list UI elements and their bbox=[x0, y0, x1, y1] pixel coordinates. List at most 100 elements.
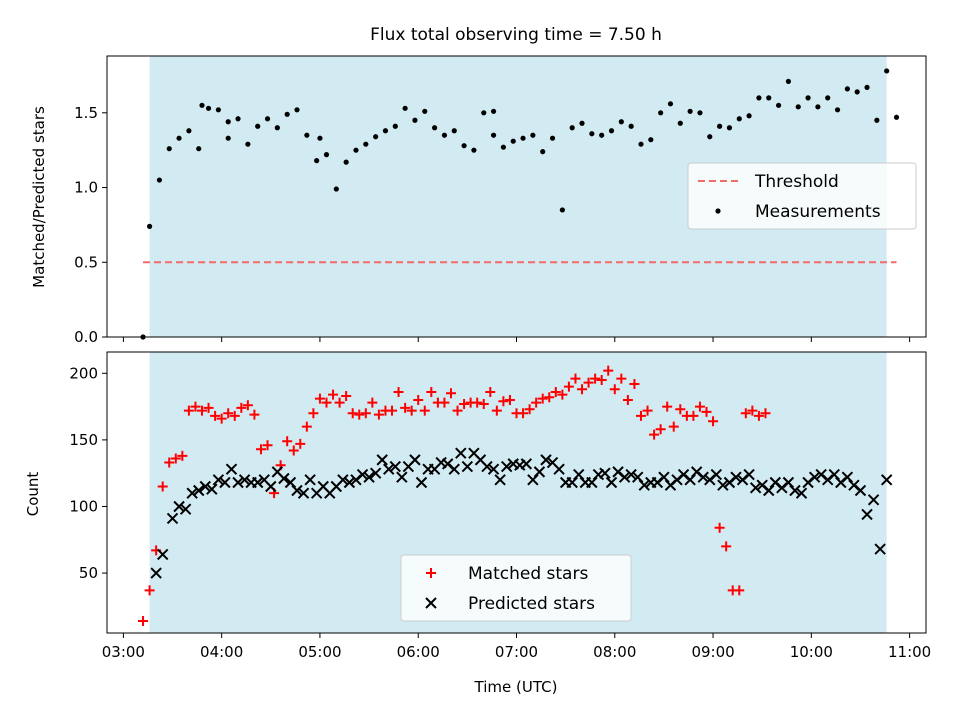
top-series-measurements-point bbox=[225, 119, 231, 125]
bottom-series-matched-stars-point bbox=[419, 405, 430, 416]
bottom-series-predicted-stars-point bbox=[573, 468, 585, 481]
bottom-series-predicted-stars-point bbox=[599, 467, 611, 479]
top-series-measurements-point bbox=[196, 146, 202, 152]
bottom-series-predicted-stars-point bbox=[481, 460, 493, 473]
bottom-series-predicted-stars-point bbox=[697, 471, 709, 483]
legend-measurements-swatch bbox=[715, 208, 721, 214]
bottom-series-matched-stars-point bbox=[229, 410, 240, 421]
top-series-measurements-point bbox=[569, 125, 575, 131]
bottom-series-predicted-stars-point bbox=[605, 476, 618, 489]
bottom-series-predicted-stars-point bbox=[356, 468, 369, 481]
bottom-series-matched-stars-point bbox=[485, 386, 496, 397]
bottom-series-predicted-stars-point bbox=[265, 480, 277, 493]
bottom-panel: 50 100 150 200 03:00 04:00 05:00 06:00 07:00 08:0… bbox=[69, 351, 931, 661]
bottom-series-matched-stars-point bbox=[609, 384, 620, 395]
bottom-series-matched-stars-point bbox=[413, 394, 424, 405]
bottom-series-matched-stars-point bbox=[262, 440, 273, 451]
top-series-measurements-point bbox=[343, 159, 349, 165]
bottom-series-predicted-stars-point bbox=[763, 484, 775, 497]
bottom-series-matched-stars-point bbox=[753, 410, 764, 421]
top-series-measurements-point bbox=[373, 134, 379, 140]
top-series-measurements-point bbox=[834, 107, 841, 113]
x-tick-label: 03:00 bbox=[102, 643, 145, 661]
top-series-measurements-point bbox=[461, 143, 467, 149]
bottom-series-predicted-stars-point bbox=[749, 482, 762, 494]
bottom-series-matched-stars-point bbox=[255, 444, 266, 455]
bottom-y-tick-label: 150 bbox=[69, 431, 98, 449]
bottom-series-matched-stars-point bbox=[498, 396, 509, 407]
top-series-measurements-point bbox=[638, 141, 644, 147]
top-series-measurements-point bbox=[353, 147, 359, 153]
bottom-series-predicted-stars-point bbox=[212, 474, 225, 486]
bottom-series-matched-stars-point bbox=[478, 398, 489, 409]
legend-threshold-label: Threshold bbox=[754, 172, 839, 192]
bottom-series-predicted-stars-point bbox=[166, 512, 179, 525]
bottom-series-matched-stars-point bbox=[708, 416, 719, 427]
bottom-series-predicted-stars-point bbox=[566, 476, 578, 489]
bottom-series-predicted-stars-point bbox=[638, 479, 650, 491]
bottom-series-matched-stars-point bbox=[144, 585, 155, 596]
bottom-series-matched-stars-point bbox=[387, 405, 398, 416]
bottom-series-matched-stars-point bbox=[734, 585, 745, 596]
bottom-series-matched-stars-point bbox=[373, 409, 384, 420]
bottom-series-matched-stars-point bbox=[642, 405, 653, 416]
top-axes-frame bbox=[106, 55, 927, 338]
bottom-series-matched-stars-point bbox=[635, 410, 646, 421]
bottom-series-matched-stars-point bbox=[426, 386, 437, 397]
top-series-measurements-point bbox=[215, 107, 221, 113]
top-y-tick-label: 0.0 bbox=[74, 328, 98, 346]
bottom-series-predicted-stars-point bbox=[527, 474, 539, 486]
top-series-measurements-point bbox=[176, 135, 182, 141]
bottom-series-matched-stars-point bbox=[308, 408, 319, 419]
top-series-measurements-point bbox=[854, 89, 860, 95]
bottom-series-predicted-stars-point bbox=[448, 463, 460, 475]
top-series-measurements-point bbox=[815, 104, 821, 110]
top-series-measurements-point bbox=[199, 102, 205, 108]
top-series-measurements-point bbox=[726, 125, 733, 131]
bottom-series-matched-stars-point bbox=[524, 404, 535, 415]
bottom-series-matched-stars-point bbox=[242, 400, 253, 411]
bottom-series-predicted-stars-point bbox=[625, 468, 637, 481]
bottom-series-matched-stars-point bbox=[445, 388, 456, 399]
bottom-series-matched-stars-point bbox=[334, 397, 345, 408]
top-series-measurements-point bbox=[599, 132, 605, 138]
legend-measurements-label: Measurements bbox=[755, 202, 881, 222]
top-series-measurements-point bbox=[658, 110, 664, 116]
top-y-tick-label: 0.5 bbox=[74, 253, 98, 271]
bottom-series-matched-stars-point bbox=[216, 413, 227, 424]
bottom-series-matched-stars-point bbox=[360, 408, 371, 419]
bottom-series-predicted-stars-point bbox=[684, 474, 696, 486]
bottom-legend-box bbox=[400, 554, 632, 622]
bottom-series-predicted-stars-point bbox=[455, 447, 467, 459]
top-series-measurements-point bbox=[717, 123, 723, 129]
bottom-series-matched-stars-point bbox=[183, 405, 194, 416]
bottom-series-predicted-stars-point bbox=[193, 484, 205, 497]
bottom-series-matched-stars-point bbox=[164, 457, 175, 468]
top-series-measurements-point bbox=[746, 113, 752, 119]
top-series-measurements-point bbox=[687, 108, 693, 114]
x-tick-label: 07:00 bbox=[495, 643, 538, 661]
legend-matched-swatch bbox=[426, 568, 436, 578]
top-series-measurements-point bbox=[549, 135, 556, 141]
bottom-series-matched-stars-point bbox=[177, 450, 188, 461]
bottom-series-predicted-stars-point bbox=[363, 471, 375, 483]
top-series-measurements-point bbox=[471, 147, 477, 153]
top-series-measurements-point bbox=[481, 110, 487, 116]
top-series-measurements-point bbox=[667, 101, 674, 107]
bottom-series-matched-stars-point bbox=[622, 394, 633, 405]
bottom-series-predicted-stars-point bbox=[795, 487, 808, 499]
bottom-series-predicted-stars-point bbox=[304, 474, 316, 486]
top-series-measurements-point bbox=[166, 146, 172, 152]
top-series-measurements-point bbox=[697, 110, 703, 116]
top-series-measurements-point bbox=[805, 95, 811, 101]
bottom-series-predicted-stars-point bbox=[789, 484, 801, 497]
bottom-series-matched-stars-point bbox=[301, 421, 312, 432]
bottom-series-matched-stars-point bbox=[295, 438, 306, 449]
top-series-measurements-point bbox=[736, 116, 742, 122]
legend-predicted-swatch bbox=[425, 597, 437, 609]
top-series-measurements-point bbox=[274, 125, 280, 131]
top-series-measurements-point bbox=[451, 128, 457, 134]
bottom-series-matched-stars-point bbox=[747, 405, 758, 416]
bottom-series-predicted-stars-point bbox=[389, 460, 401, 473]
bottom-series-predicted-stars-point bbox=[520, 458, 533, 470]
